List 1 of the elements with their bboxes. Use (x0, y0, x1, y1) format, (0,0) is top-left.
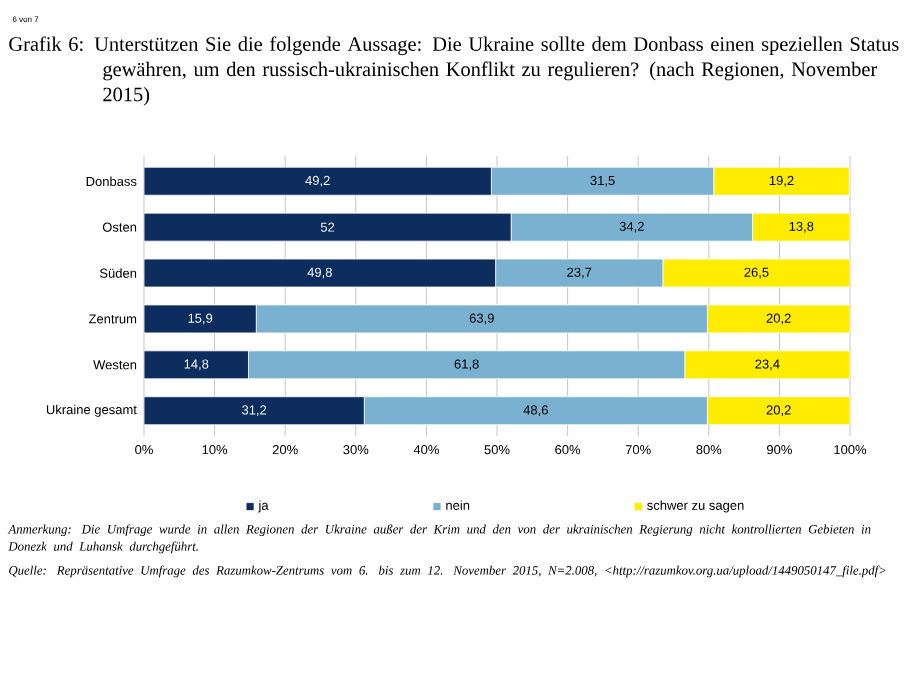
chart-title: Grafik 6: Unterstützen Sie die folgende Aussage: Die Ukraine sollte dem Donbass einen speziellen Status gewähren, um den russisch-ukrainischen Konflikt zu regulieren? (nach Regionen, November 2015) (9, 36, 899, 106)
